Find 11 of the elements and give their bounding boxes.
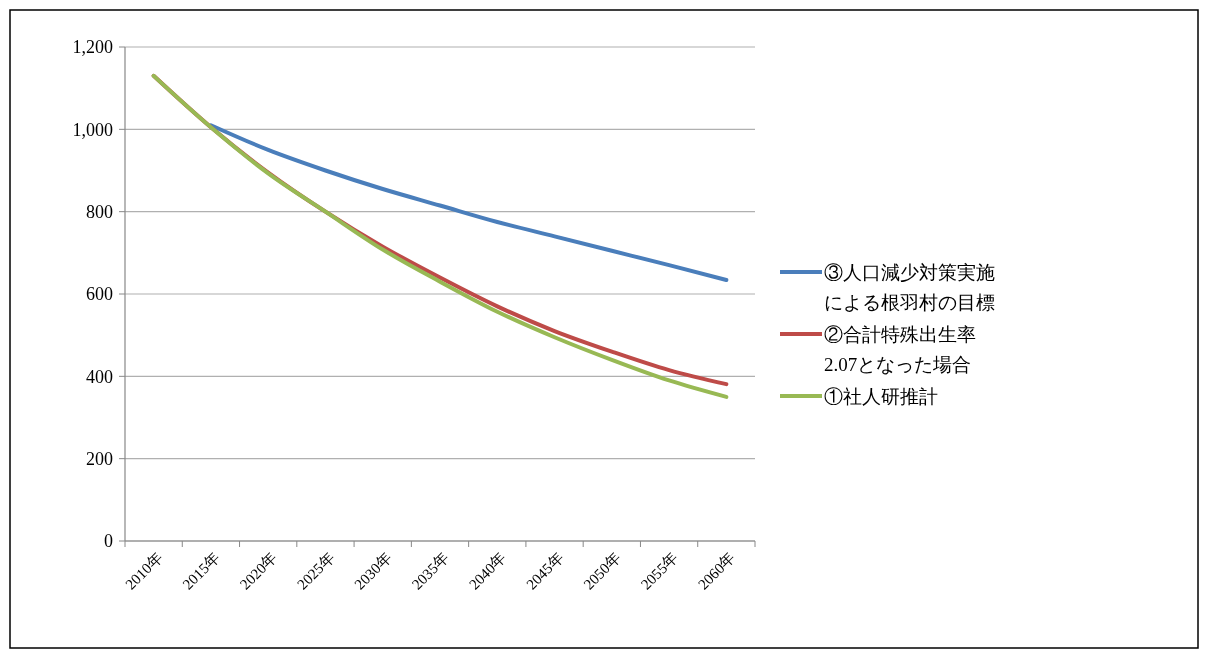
y-tick-label: 1,000 [72,119,113,140]
y-tick-label: 0 [104,531,113,552]
y-tick-label: 600 [86,284,113,305]
y-tick-label: 1,200 [72,37,113,58]
y-tick-label: 200 [86,448,113,469]
legend-label: ③人口減少対策実施による根羽村の目標 [824,261,995,313]
y-tick-label: 800 [86,201,113,222]
legend-label: ②合計特殊出生率2.07となった場合 [824,323,976,375]
legend-label: ①社人研推計 [824,385,938,407]
y-tick-label: 400 [86,366,113,387]
line-series [208,123,729,282]
